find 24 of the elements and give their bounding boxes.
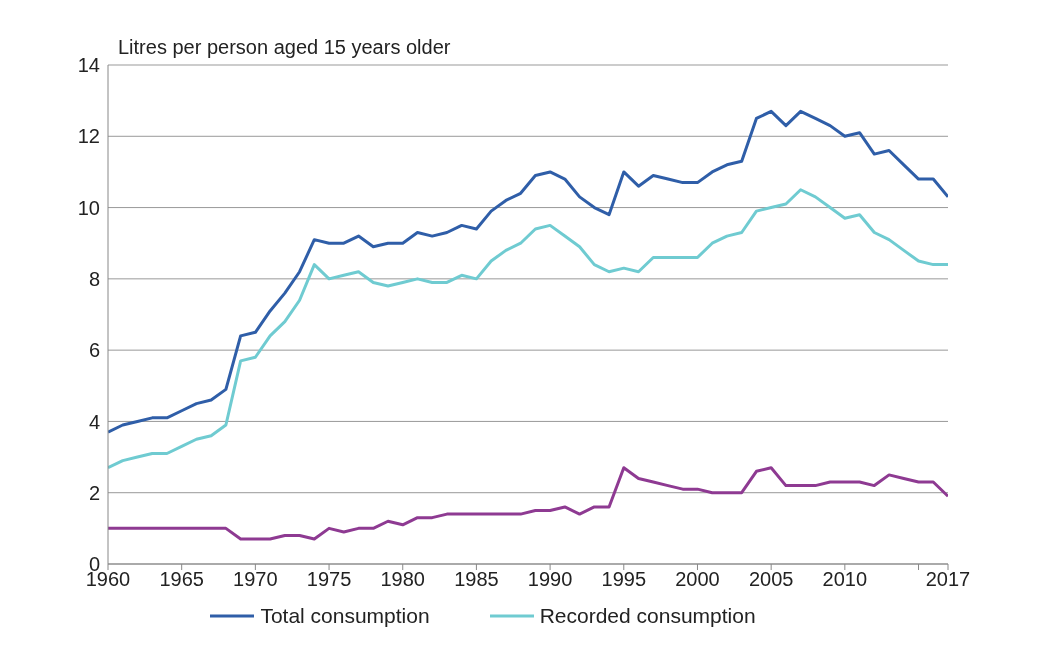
x-tick-label: 2010 (822, 568, 868, 591)
legend-label: Recorded consumption (539, 604, 756, 628)
x-tick-label: 1980 (380, 568, 425, 591)
y-tick-label: 12 (77, 125, 100, 148)
y-tick-label: 10 (77, 196, 100, 219)
y-tick-label: 8 (88, 267, 100, 290)
x-tick-label: 1965 (159, 568, 204, 591)
y-axis-title: Litres per person aged 15 years older (118, 36, 451, 59)
y-tick-label: 6 (88, 339, 100, 362)
line-series (108, 466, 948, 541)
y-tick-label: 14 (77, 54, 100, 77)
x-tick-label: 1975 (306, 568, 352, 591)
line-series (108, 109, 948, 434)
y-tick-label: 2 (88, 481, 100, 504)
x-tick-label: 1995 (601, 568, 647, 591)
legend-label: Total consumption (260, 604, 430, 628)
y-tick-label: 4 (88, 410, 100, 433)
line-series (108, 188, 948, 470)
x-tick-label: 2000 (675, 568, 720, 591)
x-tick-label: 1985 (454, 568, 499, 591)
x-tick-label: 1990 (527, 568, 573, 591)
x-tick-label: 2017 (925, 568, 971, 591)
x-tick-label: 2005 (748, 568, 794, 591)
x-tick-label: 1970 (233, 568, 278, 591)
